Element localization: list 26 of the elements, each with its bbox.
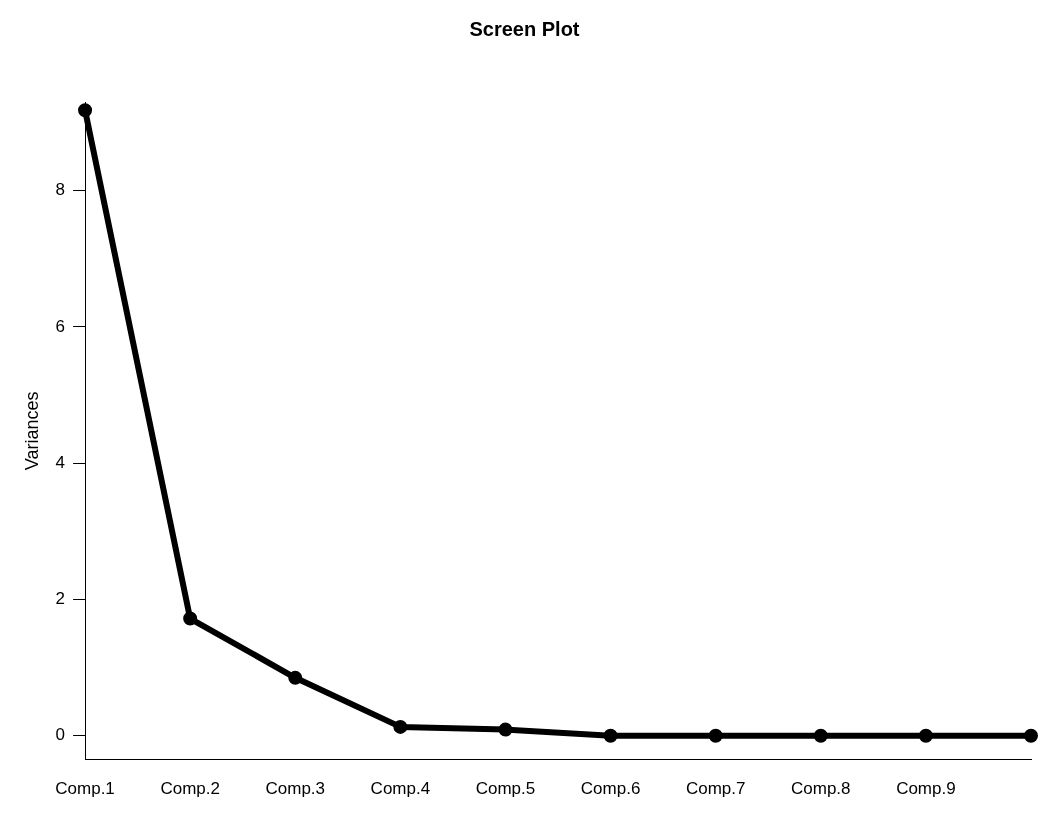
x-tick-label: Comp.3 xyxy=(265,779,326,799)
point xyxy=(603,728,618,743)
point xyxy=(288,670,303,685)
x-tick-label: Comp.9 xyxy=(896,779,956,799)
x-tick-label: Comp.2 xyxy=(160,779,220,799)
x-tick-label: Comp.5 xyxy=(475,779,536,799)
y-tick-label: 8 xyxy=(55,180,66,200)
point xyxy=(813,728,828,743)
x-tick-label: Comp.8 xyxy=(791,779,851,799)
y-tick-label: 4 xyxy=(55,452,66,472)
y-tick-label: 0 xyxy=(55,725,66,745)
y-axis-title: Variances xyxy=(21,391,42,471)
point xyxy=(183,611,198,626)
y-tick-label: 6 xyxy=(55,316,66,336)
x-tick-label: Comp.4 xyxy=(370,779,431,799)
point xyxy=(1024,728,1038,743)
point xyxy=(918,728,933,743)
point xyxy=(498,722,513,737)
point xyxy=(708,728,723,743)
chart-title: Screen Plot xyxy=(469,17,580,40)
x-tick-label: Comp.6 xyxy=(580,779,641,799)
point xyxy=(393,719,408,734)
x-tick-label: Comp.1 xyxy=(55,779,115,799)
y-tick-label: 2 xyxy=(55,589,66,609)
point xyxy=(78,103,93,118)
x-tick-label: Comp.7 xyxy=(685,779,746,799)
